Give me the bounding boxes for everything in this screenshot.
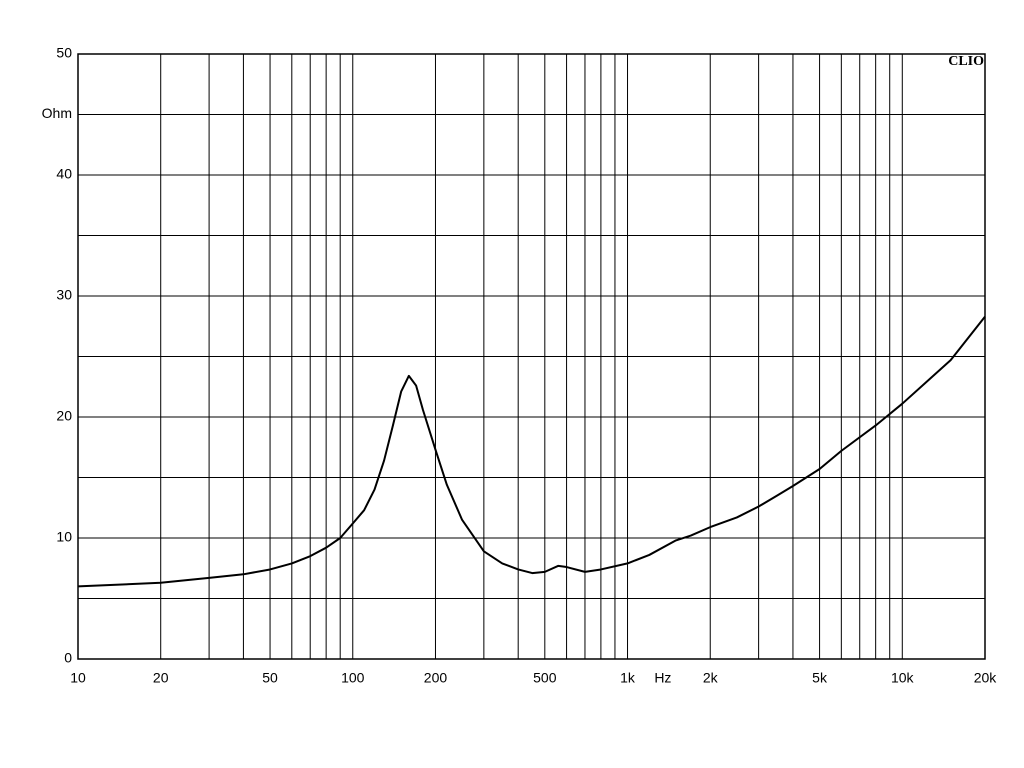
x-tick-label: 20k <box>974 670 998 686</box>
x-tick-label: 100 <box>341 670 365 686</box>
x-tick-label: 1k <box>620 670 636 686</box>
y-tick-label: 50 <box>56 45 72 61</box>
x-tick-label: 200 <box>424 670 448 686</box>
x-tick-label: 20 <box>153 670 169 686</box>
y-tick-label: 20 <box>56 408 72 424</box>
x-tick-label: 500 <box>533 670 557 686</box>
y-tick-label: 10 <box>56 529 72 545</box>
watermark: CLIO <box>948 54 984 69</box>
x-axis-label: Hz <box>654 670 671 686</box>
impedance-curve <box>77 315 986 588</box>
x-tick-label: 2k <box>703 670 719 686</box>
x-tick-label: 5k <box>812 670 828 686</box>
y-tick-label: 30 <box>56 287 72 303</box>
y-tick-label: 0 <box>64 650 72 666</box>
x-tick-label: 10k <box>891 670 915 686</box>
x-tick-label: 10 <box>70 670 86 686</box>
x-tick-label: 50 <box>262 670 278 686</box>
y-axis-label: Ohm <box>42 105 72 121</box>
y-tick-label: 40 <box>56 166 72 182</box>
